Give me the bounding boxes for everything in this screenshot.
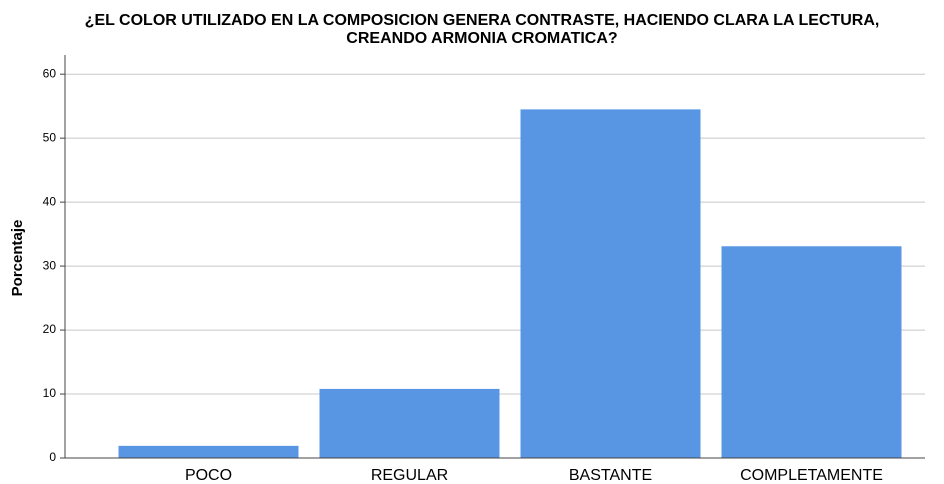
y-tick-label: 0 — [49, 450, 56, 464]
y-tick-label: 50 — [43, 130, 57, 144]
y-tick-label: 10 — [43, 386, 57, 400]
x-tick-label: REGULAR — [371, 467, 448, 484]
bar — [721, 246, 902, 458]
bar — [319, 388, 500, 458]
x-tick-label: COMPLETAMENTE — [740, 467, 883, 484]
y-tick-label: 20 — [43, 322, 57, 336]
chart-title: ¿EL COLOR UTILIZADO EN LA COMPOSICION GE… — [85, 12, 880, 29]
chart-title: CREANDO ARMONIA CROMATICA? — [346, 30, 617, 47]
y-tick-label: 30 — [43, 258, 57, 272]
y-axis-label: Porcentaje — [9, 220, 26, 297]
y-tick-label: 60 — [43, 66, 57, 80]
x-tick-label: BASTANTE — [569, 467, 652, 484]
x-tick-label: POCO — [185, 467, 232, 484]
y-tick-label: 40 — [43, 194, 57, 208]
bar — [118, 445, 299, 458]
bar — [520, 109, 701, 458]
